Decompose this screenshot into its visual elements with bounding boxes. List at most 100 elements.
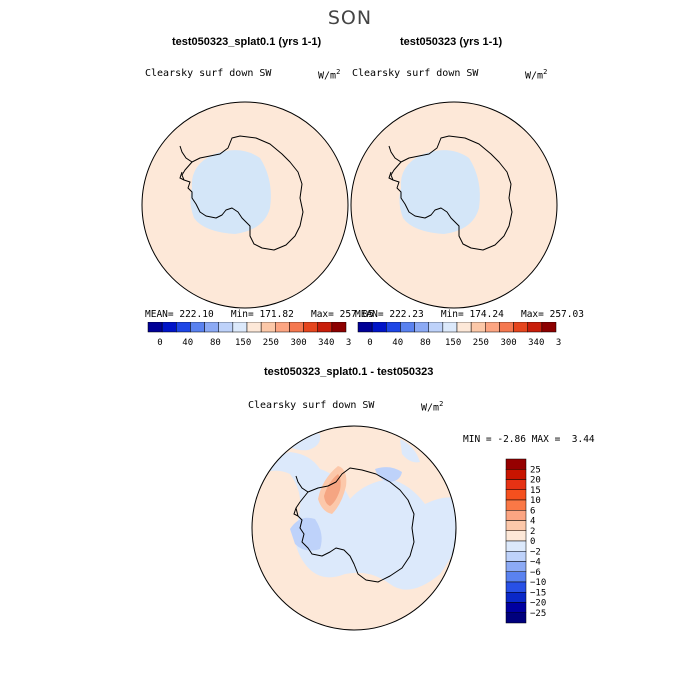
- colorbar-swatch: [505, 469, 527, 480]
- colorbar-swatch: [505, 458, 527, 470]
- colorbar-swatch: [505, 530, 527, 542]
- antarctic-interior-field: [399, 150, 480, 234]
- colorbar-tick-label: 10: [530, 496, 541, 506]
- colorbar-swatch: [527, 322, 543, 333]
- colorbar-swatch: [400, 322, 415, 333]
- near-zero-negative-field: [400, 439, 420, 463]
- colorbar-swatch: [371, 322, 387, 333]
- colorbar-swatch: [317, 322, 333, 333]
- colorbar-swatch: [541, 322, 557, 333]
- colorbar-swatch: [470, 322, 486, 333]
- colorbar-swatch: [190, 322, 205, 333]
- colorbar-tick-label: −10: [530, 578, 546, 588]
- antarctica-coastline: [390, 135, 513, 251]
- colorbar-tick-label: 40: [392, 338, 403, 348]
- colorbar-tick-label: 150: [235, 338, 251, 348]
- map-boundary: [350, 101, 558, 309]
- colorbar-tick-label: 300: [500, 338, 516, 348]
- panel-3-map: [251, 425, 457, 631]
- colorbar-tick-label: 40: [182, 338, 193, 348]
- colorbar-tick-label: 340: [318, 338, 334, 348]
- colorbar-tick-label: 0: [367, 338, 372, 348]
- colorbar-swatch: [505, 520, 527, 531]
- colorbar-tick-label: 0: [530, 537, 535, 547]
- colorbar-tick-label: 340: [528, 338, 544, 348]
- colorbar-tick-label: 2: [530, 527, 535, 537]
- panel-2-variable: Clearsky surf down SW: [352, 68, 479, 79]
- colorbar-swatch: [161, 322, 177, 333]
- panel-3-stats: MIN = -2.86 MAX = 3.44: [463, 434, 595, 445]
- colorbar-tick-label: 25: [530, 465, 541, 475]
- colorbar-swatch: [176, 322, 191, 333]
- colorbar-swatch: [303, 322, 318, 333]
- colorbar-swatch: [505, 489, 527, 501]
- colorbar-swatch: [428, 322, 444, 333]
- moderate-negative-field: [375, 467, 402, 482]
- map-boundary: [251, 425, 457, 631]
- colorbar-swatch: [505, 581, 527, 593]
- colorbar-swatch: [289, 322, 304, 333]
- antarctica-coastline: [295, 467, 415, 583]
- colorbar-tick-label: 250: [263, 338, 279, 348]
- panel-1-variable: Clearsky surf down SW: [145, 68, 272, 79]
- colorbar-tick-label: 250: [473, 338, 489, 348]
- colorbar-swatch: [456, 322, 472, 333]
- near-zero-negative-field: [252, 452, 456, 590]
- colorbar-tick-label: 6: [530, 506, 535, 516]
- antarctica-coastline: [181, 135, 304, 251]
- colorbar-swatch: [505, 612, 527, 624]
- colorbar-swatch: [505, 551, 527, 562]
- panel-2-units: W/m2: [525, 68, 548, 82]
- colorbar-tick-label: 380: [556, 338, 561, 348]
- colorbar-tick-label: 15: [530, 486, 541, 496]
- colorbar-swatch: [232, 322, 248, 333]
- colorbar-swatch: [505, 602, 527, 613]
- colorbar-swatch: [386, 322, 401, 333]
- panel-3-variable: Clearsky surf down SW: [248, 400, 375, 411]
- colorbar-swatch: [485, 322, 500, 333]
- colorbar-tick-label: −25: [530, 609, 546, 619]
- colorbar-swatch: [218, 322, 234, 333]
- panel-2-title: test050323 (yrs 1-1): [400, 36, 503, 48]
- colorbar-swatch: [505, 561, 527, 572]
- antarctic-peninsula: [179, 145, 193, 181]
- colorbar-swatch: [357, 322, 373, 333]
- panel-2-map: [350, 101, 558, 309]
- colorbar-swatch: [275, 322, 290, 333]
- moderate-negative-field: [290, 517, 322, 551]
- colorbar-swatch: [505, 499, 527, 511]
- season-title: SON: [327, 7, 373, 29]
- panel-1-map: [141, 101, 349, 309]
- colorbar-swatch: [331, 322, 347, 333]
- colorbar-swatch: [505, 510, 527, 521]
- colorbar-tick-label: 80: [210, 338, 221, 348]
- panel-3-units: W/m2: [421, 400, 444, 414]
- colorbar-swatch: [414, 322, 429, 333]
- colorbar-tick-label: 80: [420, 338, 431, 348]
- colorbar-tick-label: 150: [445, 338, 461, 348]
- panel-1-units: W/m2: [318, 68, 341, 82]
- antarctic-peninsula: [388, 145, 402, 181]
- antarctic-interior-field: [190, 150, 271, 234]
- colorbar-tick-label: 380: [346, 338, 351, 348]
- colorbar-swatch: [505, 571, 527, 583]
- panel-2-colorbar: 0 40 80 150 250 300 340 380: [357, 322, 561, 348]
- colorbar-tick-label: −2: [530, 547, 541, 557]
- colorbar-swatch: [505, 540, 527, 552]
- colorbar-swatch: [442, 322, 458, 333]
- panel-3-title: test050323_splat0.1 - test050323: [264, 366, 434, 378]
- colorbar-tick-label: 300: [290, 338, 306, 348]
- panel-1-title: test050323_splat0.1 (yrs 1-1): [172, 36, 322, 48]
- panel-2-stats: MEAN= 222.23 Min= 174.24 Max= 257.03: [355, 309, 584, 320]
- colorbar-swatch: [513, 322, 528, 333]
- colorbar-swatch: [147, 322, 163, 333]
- colorbar-tick-label: −4: [530, 558, 541, 568]
- colorbar-swatch: [505, 479, 527, 490]
- colorbar-swatch: [505, 592, 527, 603]
- colorbar-tick-label: 0: [157, 338, 162, 348]
- colorbar-swatch: [246, 322, 262, 333]
- colorbar-tick-label: −15: [530, 588, 546, 598]
- colorbar-swatch: [204, 322, 219, 333]
- colorbar-swatch: [260, 322, 276, 333]
